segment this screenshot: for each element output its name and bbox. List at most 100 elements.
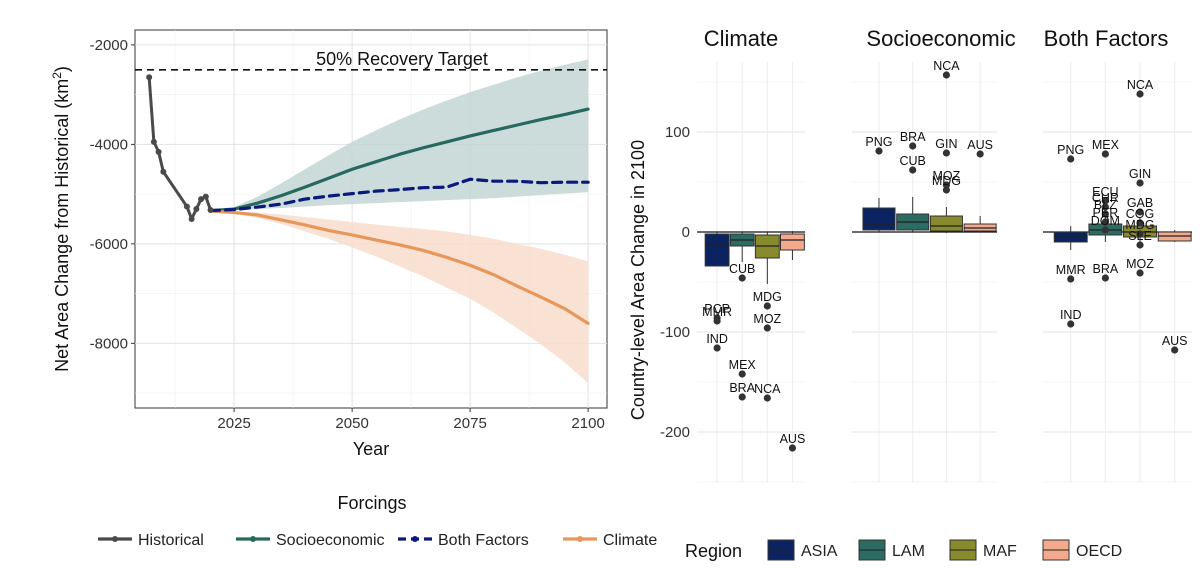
outlier-point [713, 317, 721, 325]
outlier-point [1101, 203, 1109, 211]
outlier-label: CUB [899, 154, 925, 168]
outlier-label: IND [706, 332, 728, 346]
both_factors-legend-dot [412, 536, 418, 542]
box-asia [862, 207, 896, 231]
outlier-label: COG [1126, 207, 1154, 221]
outlier-label: PNG [865, 135, 892, 149]
x-tick-label: 2050 [335, 415, 368, 432]
outlier-label: BRA [900, 130, 926, 144]
box-y-tick-label: 100 [665, 124, 690, 141]
outlier-label: CHR [1092, 191, 1119, 205]
outlier-label: BRA [729, 381, 755, 395]
outlier-label: PER [1093, 206, 1119, 220]
box-y-tick-label: -200 [660, 424, 690, 441]
region-legend-title: Region [685, 541, 742, 561]
line-ribbons [210, 59, 589, 384]
historical-point [146, 74, 153, 81]
region-legend-label-lam: LAM [892, 543, 925, 560]
box-y-axis-label: Country-level Area Change in 2100 [628, 140, 648, 420]
historical-point [188, 216, 195, 222]
outlier-label: SLE [1128, 229, 1152, 243]
outlier-label: MEX [1092, 138, 1120, 152]
region-legend-label-oecd: OECD [1076, 543, 1122, 560]
line-series-group [146, 74, 590, 326]
outlier-label: MDG [932, 174, 961, 188]
y-axis-label: Net Area Change from Historical (km2) [50, 66, 72, 372]
y-tick-labels: -8000 -6000 -4000 -2000 [90, 37, 135, 352]
both_factors-series-line [208, 177, 590, 213]
outlier-label: BRA [1093, 262, 1119, 276]
forcings-legend-items: Historical Socioeconomic Both Factors Clima… [98, 532, 657, 549]
historical-point [183, 203, 190, 210]
region-legend: Region ASIA LAM MAF OECD [685, 539, 1122, 561]
y-tick-label: -4000 [90, 136, 128, 153]
outlier-point [942, 71, 951, 79]
forcings-legend: Forcings Historical Socioeconomic Both Fac… [98, 493, 657, 549]
climate-legend-label: Climate [603, 532, 657, 549]
outlier-label: MEX [729, 358, 757, 372]
box-y-tick-labels: -200 -100 0 100 [660, 124, 690, 441]
historical-point [207, 207, 214, 214]
outlier-label: DOM [1091, 214, 1120, 228]
outlier-label: NCA [933, 59, 960, 73]
outlier-point [1101, 150, 1109, 158]
outlier-label: MMR [702, 305, 732, 319]
outlier-point [1101, 210, 1109, 218]
historical-point [202, 193, 209, 200]
box-chart: Country-level Area Change in 2100 -200 -1… [628, 26, 1192, 483]
socioeconomic-series-line [208, 107, 590, 213]
outlier-point [1136, 90, 1144, 98]
outlier-label: AUS [780, 432, 806, 446]
outlier-point [1101, 218, 1109, 226]
x-tick-labels: 2025 2050 2075 2100 [217, 408, 605, 432]
historical-point [160, 168, 167, 175]
region-legend-label-maf: MAF [983, 543, 1017, 560]
x-axis-label: Year [353, 439, 389, 459]
recovery-target-line: 50% Recovery Target [135, 49, 607, 71]
outlier-label: IND [1060, 308, 1082, 322]
region-legend-items: ASIA LAM MAF OECD [767, 539, 1122, 561]
socioeconomic-legend-dot [250, 536, 256, 542]
historical-point [155, 148, 162, 155]
outlier-label: NCA [754, 382, 781, 396]
region-legend-label-asia: ASIA [801, 543, 838, 560]
x-tick-label: 2075 [453, 415, 486, 432]
box-asia [704, 233, 730, 267]
outlier-point [738, 370, 746, 378]
outlier-label: PCP [704, 302, 730, 316]
recovery-target-label: 50% Recovery Target [316, 49, 488, 69]
outlier-point [1171, 346, 1179, 354]
outlier-label: AUS [967, 138, 993, 152]
outlier-point [738, 393, 746, 401]
outlier-label: MOZ [1126, 257, 1154, 271]
outlier-point [1136, 219, 1144, 227]
outlier-point [1136, 230, 1144, 238]
outlier-point [1136, 179, 1144, 187]
facet-title: Socioeconomic [866, 26, 1015, 51]
climate-uncertainty-ribbon [210, 211, 589, 384]
outlier-label: PNG [1057, 143, 1084, 157]
facet-title: Climate [704, 26, 779, 51]
box-y-tick-label: -100 [660, 324, 690, 341]
historical-point [193, 206, 200, 213]
historical-legend-dot [112, 536, 118, 542]
outlier-point [875, 147, 883, 155]
socioeconomic-uncertainty-ribbon [210, 59, 589, 211]
box-y-tick-label: 0 [682, 224, 690, 241]
facet-title: Both Factors [1044, 26, 1169, 51]
socioeconomic-legend-label: Socioeconomic [276, 532, 385, 549]
outlier-point [1136, 269, 1144, 277]
both_factors-legend-label: Both Factors [438, 532, 529, 549]
y-tick-label: -6000 [90, 236, 128, 253]
climate-legend-dot [577, 536, 583, 542]
historical-legend-label: Historical [138, 532, 204, 549]
outlier-point [1067, 320, 1075, 328]
outlier-label: GIN [1129, 167, 1151, 181]
climate-series-line [208, 209, 590, 326]
outlier-label: CUB [729, 262, 755, 276]
